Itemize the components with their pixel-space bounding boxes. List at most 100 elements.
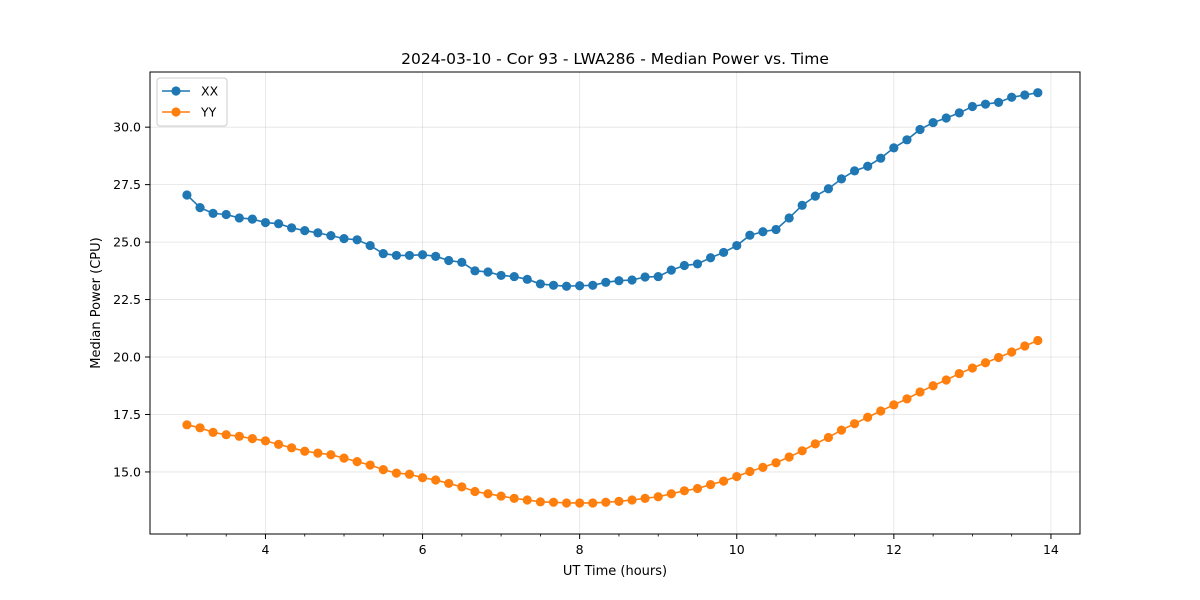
data-point-xx <box>365 240 375 251</box>
data-point-yy <box>470 486 480 497</box>
y-tick-label: 22.5 <box>113 292 141 307</box>
y-tick-label: 27.5 <box>113 177 141 192</box>
data-point-yy <box>326 450 336 460</box>
data-point-xx <box>915 124 925 135</box>
data-point-yy <box>705 479 716 490</box>
data-point-xx <box>378 248 388 259</box>
data-point-xx <box>352 235 362 245</box>
data-point-yy <box>496 491 506 501</box>
data-point-yy <box>287 443 297 453</box>
data-point-xx <box>745 230 755 240</box>
data-point-yy <box>954 368 964 379</box>
data-point-xx <box>339 234 349 244</box>
data-point-yy <box>221 430 231 440</box>
data-point-xx <box>457 257 467 267</box>
data-point-xx <box>889 143 899 153</box>
data-point-xx <box>758 227 768 237</box>
data-point-yy <box>234 431 244 441</box>
y-tick-label: 25.0 <box>113 235 141 250</box>
data-point-yy <box>849 419 860 429</box>
data-point-yy <box>666 489 676 499</box>
data-point-yy <box>339 453 349 463</box>
data-point-yy <box>313 448 323 458</box>
data-point-xx <box>195 203 205 213</box>
data-point-xx <box>221 209 231 220</box>
data-point-yy <box>1007 347 1017 357</box>
data-point-xx <box>287 223 297 233</box>
data-point-yy <box>719 476 729 486</box>
data-point-xx <box>522 274 532 284</box>
data-point-xx <box>653 271 663 282</box>
data-point-yy <box>863 412 873 422</box>
data-point-xx <box>1033 88 1043 98</box>
data-point-yy <box>745 466 755 477</box>
data-point-xx <box>417 250 428 260</box>
data-point-yy <box>575 498 585 508</box>
data-point-yy <box>902 394 912 404</box>
data-point-xx <box>1007 92 1017 102</box>
x-tick-label: 8 <box>576 542 584 557</box>
data-point-xx <box>208 208 218 218</box>
data-point-yy <box>404 469 415 479</box>
data-point-yy <box>1020 341 1030 351</box>
axis-ticks: 4 6 8 10 12 14 15.0 17.5 20.0 22.5 25.0 27.5 30.0 <box>113 120 1059 557</box>
data-point-xx <box>601 277 611 287</box>
data-point-yy <box>876 406 886 416</box>
y-tick-label: 17.5 <box>113 407 141 422</box>
data-point-xx <box>575 281 585 291</box>
data-point-xx <box>614 276 624 286</box>
y-tick-label: 15.0 <box>113 464 141 479</box>
data-point-yy <box>810 439 820 449</box>
data-point-yy <box>208 427 218 438</box>
data-point-xx <box>588 280 598 290</box>
y-axis-title: Median Power (CPU) <box>89 237 104 368</box>
data-point-xx <box>627 275 637 285</box>
data-point-xx <box>483 267 493 277</box>
data-point-xx <box>548 280 559 290</box>
data-point-xx <box>993 97 1004 107</box>
data-point-yy <box>640 493 650 503</box>
data-point-xx <box>836 174 847 184</box>
data-point-xx <box>247 214 257 224</box>
data-point-yy <box>247 434 257 444</box>
data-point-xx <box>470 266 480 276</box>
data-point-xx <box>679 260 689 271</box>
x-tick-label: 4 <box>261 542 269 557</box>
data-point-xx <box>876 153 886 163</box>
data-point-xx <box>444 255 454 266</box>
data-point-yy <box>417 473 428 483</box>
data-point-yy <box>797 446 807 456</box>
data-point-yy <box>391 468 401 478</box>
legend-marker-yy <box>171 107 181 117</box>
data-point-xx <box>902 135 912 145</box>
data-point-yy <box>601 497 611 507</box>
series-line-xx <box>186 91 1038 288</box>
x-tick-label: 14 <box>1043 542 1059 557</box>
series-xx <box>182 88 1043 291</box>
series-layer <box>182 88 1043 508</box>
data-point-xx <box>300 226 310 236</box>
data-point-xx <box>719 247 729 258</box>
data-point-yy <box>980 358 991 368</box>
legend-label-yy: YY <box>200 105 217 120</box>
data-point-xx <box>234 213 244 223</box>
data-point-xx <box>391 250 401 261</box>
data-point-yy <box>627 495 637 505</box>
grid-lines <box>150 72 1080 534</box>
data-point-yy <box>352 457 362 467</box>
data-point-yy <box>653 492 663 502</box>
data-point-xx <box>941 113 951 123</box>
data-point-xx <box>980 99 991 109</box>
data-point-xx <box>535 279 545 289</box>
data-point-yy <box>273 439 284 449</box>
data-point-yy <box>300 446 310 456</box>
data-point-yy <box>836 425 847 435</box>
data-point-yy <box>928 381 938 391</box>
series-yy <box>182 335 1043 508</box>
data-point-yy <box>548 497 559 507</box>
legend-marker-xx <box>171 86 181 96</box>
data-point-xx <box>705 253 716 263</box>
data-point-xx <box>771 224 781 235</box>
data-point-xx <box>313 228 323 238</box>
